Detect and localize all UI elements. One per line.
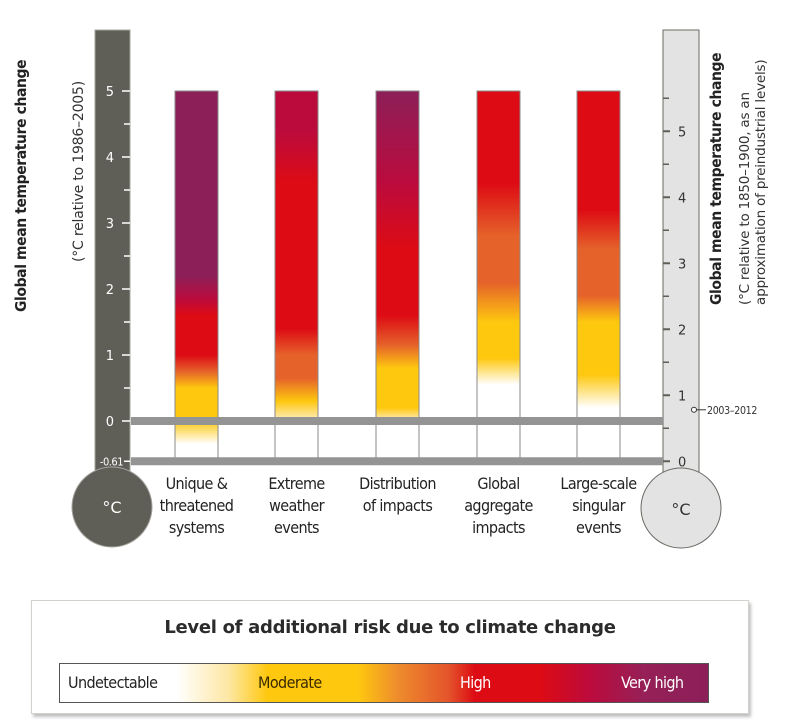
right-tick-label: 2 — [678, 323, 686, 338]
bar-empty-region — [577, 421, 620, 462]
right-thermometer-tube — [662, 29, 700, 501]
bar-empty-region — [275, 421, 318, 462]
left-tick-label: 2 — [106, 283, 114, 298]
legend-color-scale: Undetectable Moderate High Very high — [59, 663, 709, 703]
right-thermometer: °C 5 4 3 2 1 0 2003–2012 — [640, 29, 758, 549]
category-label: systems — [169, 518, 224, 537]
observed-marker-label: 2003–2012 — [707, 405, 757, 417]
risk-bar — [174, 90, 219, 462]
risk-bar — [576, 90, 621, 462]
category-label: Extreme — [268, 474, 325, 493]
right-tick-label: 1 — [678, 389, 686, 404]
category-label: singular — [572, 496, 626, 515]
category-label: threatened — [160, 496, 234, 515]
reference-line — [131, 417, 663, 425]
legend-label-moderate: Moderate — [258, 673, 322, 692]
category-label: aggregate — [464, 496, 533, 515]
legend-label-undetectable: Undetectable — [68, 673, 158, 692]
category-label: Global — [477, 474, 519, 493]
category-label: of impacts — [363, 496, 433, 515]
right-tick-label: 3 — [678, 257, 686, 272]
right-axis-title: Global mean temperature change — [707, 53, 725, 305]
category-label: events — [274, 518, 319, 537]
risk-legend: Level of additional risk due to climate … — [31, 600, 749, 714]
risk-bar — [375, 90, 420, 462]
left-thermometer: °C 5 4 3 2 1 0 -0.61 — [71, 29, 153, 548]
left-extra-tick-label: -0.61 — [100, 455, 123, 468]
left-tick-label: 0 — [106, 415, 114, 430]
observed-marker — [691, 406, 697, 413]
risk-bar — [476, 90, 521, 462]
right-tick-label: 0 — [678, 455, 686, 470]
left-bulb-label: °C — [102, 498, 121, 517]
legend-label-very-high: Very high — [621, 673, 684, 692]
category-label: Unique & — [166, 474, 228, 493]
category-label: impacts — [472, 518, 525, 537]
left-axis-title: Global mean temperature change — [12, 60, 30, 312]
risk-bar — [274, 90, 319, 462]
left-tick-label: 1 — [106, 349, 114, 364]
category-label: Distribution — [359, 474, 436, 493]
bar-empty-region — [376, 421, 419, 462]
right-axis-subtitle-1: (°C relative to 1850–1900, as an — [737, 92, 753, 305]
left-tick-label: 5 — [106, 85, 114, 100]
reference-line — [131, 457, 663, 466]
left-tick-label: 4 — [106, 151, 114, 166]
risk-chart: Global mean temperature change (°C relat… — [12, 29, 769, 549]
right-bulb-label: °C — [671, 500, 690, 519]
right-tick-label: 5 — [678, 125, 686, 140]
legend-label-high: High — [460, 673, 491, 692]
category-label: Large-scale — [560, 474, 637, 493]
left-tick-label: 3 — [106, 217, 114, 232]
bar-empty-region — [477, 421, 520, 462]
legend-title: Level of additional risk due to climate … — [164, 617, 616, 638]
right-tick-label: 4 — [678, 191, 686, 206]
category-label: events — [576, 518, 621, 537]
right-axis-subtitle-2: approximation of preindustrial levels) — [753, 60, 769, 305]
category-label: weather — [269, 496, 324, 515]
left-axis-subtitle: (°C relative to 1986–2005) — [71, 81, 87, 262]
